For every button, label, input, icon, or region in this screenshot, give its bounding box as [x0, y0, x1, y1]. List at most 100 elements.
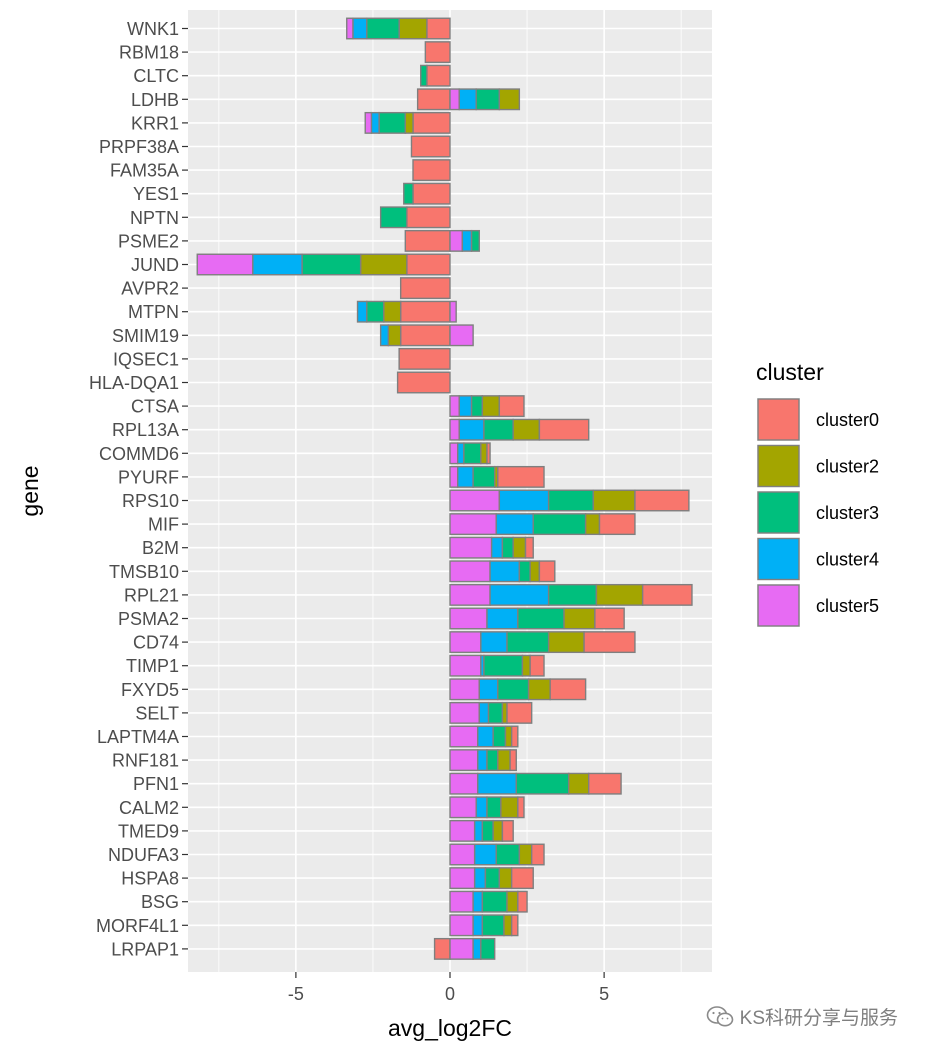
x-axis-title: avg_log2FC — [388, 1015, 512, 1041]
bar-segment-LRPAP1-cluster0 — [433, 937, 451, 960]
bar-segment-TMED9-cluster5 — [449, 819, 476, 842]
bar-segment-SMIM19-cluster5 — [449, 324, 474, 347]
legend-key-cluster0 — [757, 398, 800, 441]
y-tick-label: YES1 — [133, 184, 179, 204]
bar-segment-KRR1-cluster2 — [404, 111, 414, 134]
legend-label-cluster2: cluster2 — [816, 457, 879, 477]
y-tick-label: NDUFA3 — [108, 845, 179, 865]
bar-segment-CTSA-cluster3 — [470, 395, 484, 418]
y-tick-label: WNK1 — [127, 19, 179, 39]
bar-segment-FXYD5-cluster5 — [449, 678, 480, 701]
bar-segment-BSG-cluster4 — [472, 890, 484, 913]
bar-segment-RPS10-cluster5 — [449, 489, 501, 512]
bar-segment-PFN1-cluster5 — [449, 772, 479, 795]
y-tick-label: SMIM19 — [112, 326, 179, 346]
bar-segment-JUND-cluster0 — [406, 253, 451, 276]
bar-segment-FXYD5-cluster3 — [497, 678, 530, 701]
bar-segment-CLTC-cluster3 — [420, 64, 428, 87]
bar-segment-PFN1-cluster3 — [515, 772, 570, 795]
y-tick-label: IQSEC1 — [113, 349, 179, 369]
y-tick-label: CD74 — [133, 633, 179, 653]
y-tick-label: CALM2 — [119, 798, 179, 818]
bar-segment-RNF181-cluster4 — [477, 749, 488, 772]
bar-segment-NDUFA3-cluster3 — [495, 843, 521, 866]
bar-segment-BSG-cluster5 — [449, 890, 474, 913]
y-tick-label: FAM35A — [110, 161, 179, 181]
bar-segment-RNF181-cluster5 — [449, 749, 479, 772]
bar-segment-SMIM19-cluster2 — [387, 324, 402, 347]
y-tick-label: LAPTM4A — [97, 727, 179, 747]
bar-segment-FAM35A-cluster0 — [412, 159, 451, 182]
bar-segment-FXYD5-cluster0 — [549, 678, 587, 701]
legend-key-cluster3 — [757, 491, 800, 534]
bar-segment-PYURF-cluster3 — [472, 465, 496, 488]
bar-segment-RPS10-cluster0 — [634, 489, 690, 512]
bar-segment-PYURF-cluster5 — [449, 465, 459, 488]
bar-segment-MORF4L1-cluster2 — [503, 914, 513, 937]
bar-segment-BSG-cluster0 — [517, 890, 528, 913]
bar-segment-SMIM19-cluster4 — [379, 324, 390, 347]
y-tick-label: RPL21 — [124, 585, 179, 605]
y-tick-label: BSG — [141, 892, 179, 912]
y-tick-label: HSPA8 — [121, 869, 179, 889]
y-tick-label: COMMD6 — [99, 444, 179, 464]
bar-segment-PSME2-cluster4 — [461, 229, 473, 252]
x-tick-label: 0 — [445, 984, 455, 1004]
legend-key-cluster4 — [757, 537, 800, 581]
y-tick-label: PRPF38A — [99, 137, 179, 157]
bar-segment-LDHB-cluster2 — [498, 88, 521, 111]
legend-label-cluster0: cluster0 — [816, 410, 879, 430]
bar-segment-TIMP1-cluster3 — [483, 654, 524, 677]
y-tick-label: PYURF — [118, 467, 179, 487]
y-tick-label: PSMA2 — [118, 609, 179, 629]
bar-segment-WNK1-cluster5 — [346, 17, 354, 40]
bar-segment-RPL13A-cluster4 — [458, 418, 485, 441]
bar-segment-PSMA2-cluster0 — [594, 607, 625, 630]
bar-segment-COMMD6-cluster4 — [457, 442, 465, 465]
y-tick-label: RPL13A — [112, 420, 179, 440]
bar-segment-FXYD5-cluster4 — [478, 678, 499, 701]
bar-segment-NPTN-cluster0 — [406, 206, 451, 229]
bar-segment-NPTN-cluster3 — [379, 206, 408, 229]
bar-segment-CALM2-cluster2 — [500, 796, 519, 819]
bar-segment-WNK1-cluster4 — [352, 17, 368, 40]
bars — [196, 17, 693, 960]
bar-segment-PSMA2-cluster5 — [449, 607, 488, 630]
y-tick-label: LDHB — [131, 90, 179, 110]
bar-segment-PFN1-cluster0 — [588, 772, 622, 795]
bar-segment-RPL21-cluster2 — [595, 583, 644, 606]
bar-segment-PFN1-cluster4 — [477, 772, 517, 795]
bar-segment-BSG-cluster2 — [506, 890, 519, 913]
legend-label-cluster3: cluster3 — [816, 503, 879, 523]
bar-segment-MIF-cluster3 — [532, 513, 587, 536]
y-tick-label: HLA-DQA1 — [89, 373, 179, 393]
bar-segment-LAPTM4A-cluster0 — [510, 725, 519, 748]
legend-key-cluster2 — [757, 444, 800, 488]
bar-segment-HSPA8-cluster5 — [449, 867, 476, 890]
y-tick-label: RNF181 — [112, 751, 179, 771]
y-tick-label: SELT — [135, 703, 179, 723]
bar-segment-CALM2-cluster5 — [449, 796, 477, 819]
bar-segment-LAPTM4A-cluster4 — [477, 725, 494, 748]
bar-segment-CTSA-cluster5 — [449, 395, 460, 418]
bar-segment-HLA-DQA1-cluster0 — [396, 371, 451, 394]
bar-segment-NDUFA3-cluster2 — [518, 843, 533, 866]
bar-segment-TIMP1-cluster2 — [521, 654, 531, 677]
bar-segment-RPL13A-cluster3 — [483, 418, 514, 441]
bar-segment-CALM2-cluster0 — [517, 796, 525, 819]
legend: cluster cluster0 cluster2 cluster3 cluster4… — [756, 359, 879, 627]
bar-segment-MORF4L1-cluster3 — [481, 914, 505, 937]
y-axis-title: gene — [17, 465, 43, 516]
y-tick-label: AVPR2 — [121, 279, 179, 299]
bar-segment-RBM18-cluster0 — [424, 41, 451, 64]
bar-segment-KRR1-cluster5 — [364, 111, 373, 134]
bar-segment-NDUFA3-cluster4 — [473, 843, 497, 866]
bar-segment-RPS10-cluster2 — [592, 489, 636, 512]
bar-segment-YES1-cluster3 — [403, 182, 414, 205]
y-tick-label: CLTC — [133, 66, 179, 86]
bar-segment-LRPAP1-cluster5 — [449, 937, 474, 960]
bar-segment-SMIM19-cluster0 — [399, 324, 451, 347]
bar-segment-YES1-cluster0 — [412, 182, 451, 205]
bar-segment-PYURF-cluster0 — [497, 465, 545, 488]
